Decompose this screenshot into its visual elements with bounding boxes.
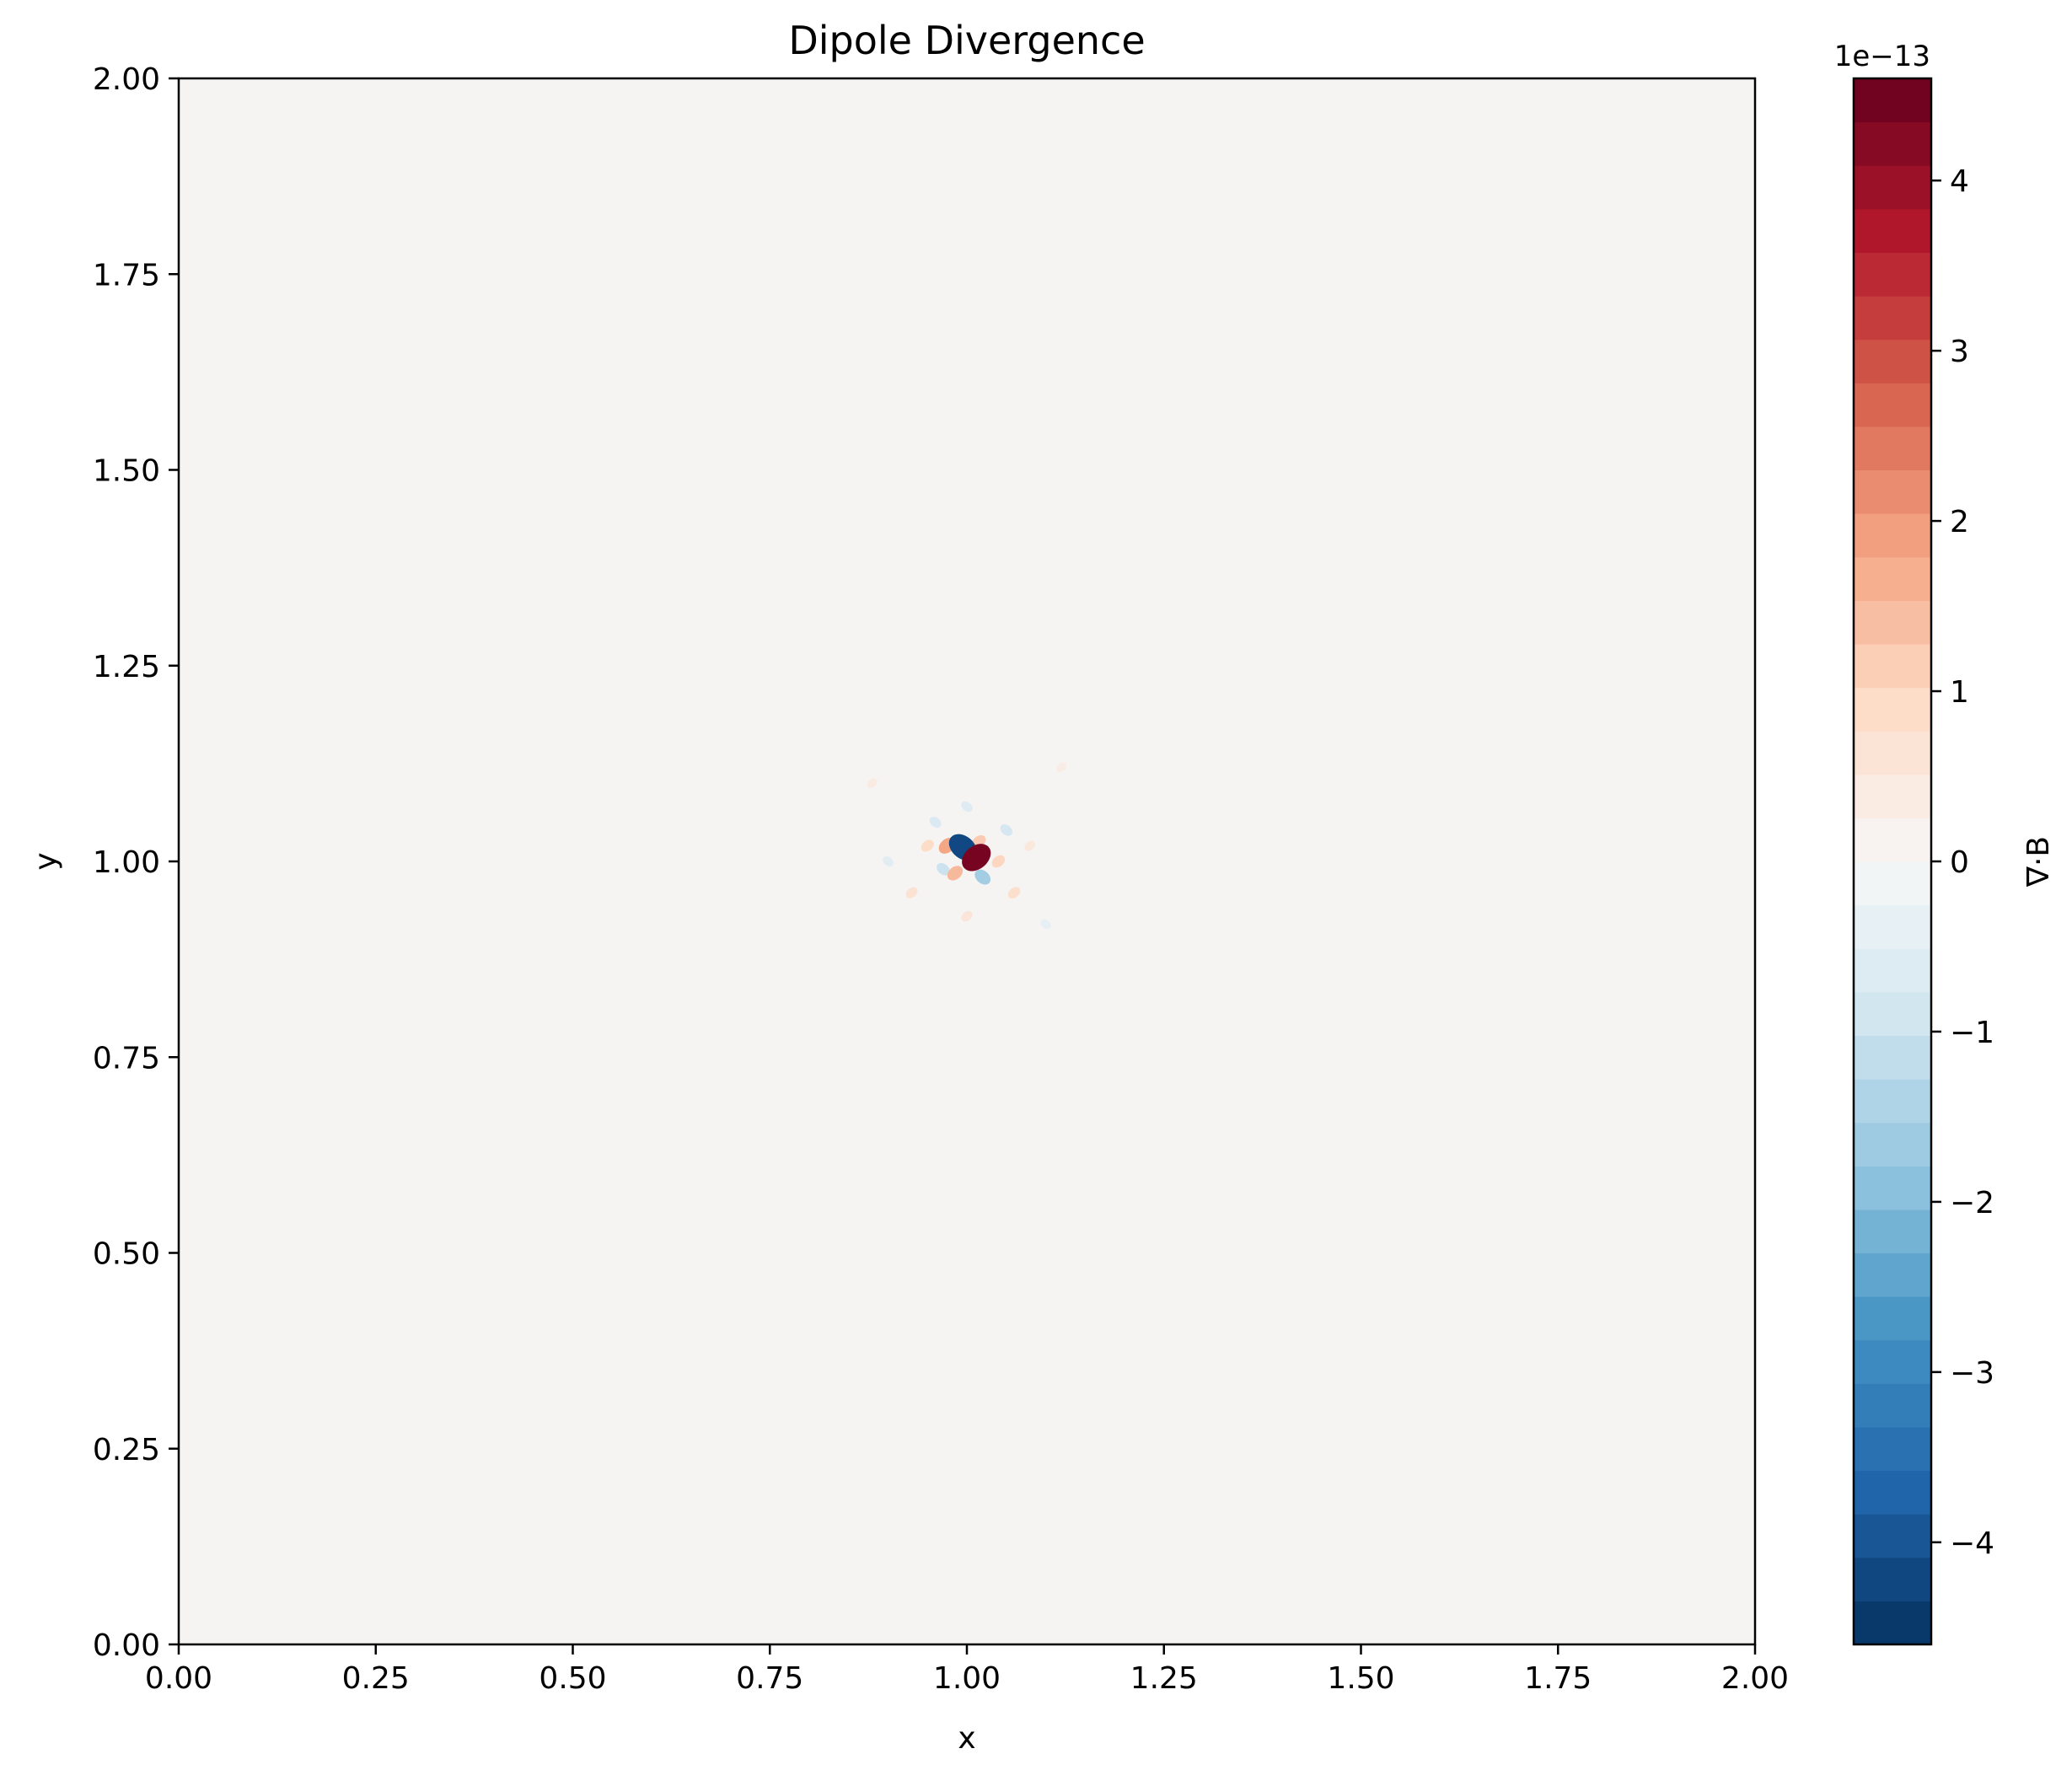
colorbar-tick-label: −1 [1950, 1016, 1994, 1050]
x-tick-label: 0.00 [145, 1661, 212, 1696]
heatmap-features [867, 762, 1067, 930]
colorbar-label: ∇·B [2021, 836, 2056, 888]
heatmap-feature [1024, 840, 1036, 851]
colorbar-level [1854, 774, 1931, 818]
colorbar-tick-label: 4 [1950, 164, 1969, 199]
colorbar-tick-label: 1 [1950, 675, 1969, 710]
heatmap-feature [962, 844, 991, 872]
heatmap-feature [961, 910, 973, 922]
heatmap-feature [947, 866, 964, 881]
heatmap-feature [929, 817, 942, 829]
colorbar-level [1854, 121, 1931, 166]
heatmap-feature [1007, 887, 1021, 898]
colorbar-level [1854, 1166, 1931, 1210]
heatmap-feature [905, 887, 918, 898]
heatmap-feature [974, 869, 991, 885]
y-tick-label: 2.00 [93, 62, 160, 97]
colorbar-levels [1854, 78, 1931, 1645]
colorbar-level [1854, 861, 1931, 906]
y-tick-label: 1.00 [93, 845, 160, 880]
colorbar-multiplier: 1e−13 [1834, 40, 1930, 73]
colorbar-level [1854, 556, 1931, 601]
heatmap-feature [961, 801, 973, 813]
heatmap-feature [991, 855, 1006, 868]
colorbar-level [1854, 339, 1931, 384]
colorbar-level [1854, 600, 1931, 645]
x-tick-label: 1.50 [1327, 1661, 1394, 1696]
y-tick-label: 1.75 [93, 258, 160, 292]
x-tick-label: 1.25 [1130, 1661, 1198, 1696]
y-axis-ticks: 0.00 0.25 0.50 0.75 1.00 1.25 1.50 1.75 2.00 [93, 62, 179, 1663]
colorbar-level [1854, 1339, 1931, 1384]
y-tick-label: 0.25 [93, 1433, 160, 1467]
colorbar-level [1854, 78, 1931, 123]
plot-area [177, 77, 1757, 1646]
x-tick-label: 0.50 [539, 1661, 606, 1696]
colorbar-tick-label: −2 [1950, 1186, 1994, 1220]
colorbar-tick-label: 2 [1950, 505, 1969, 539]
x-tick-label: 1.00 [933, 1661, 1001, 1696]
y-tick-label: 1.50 [93, 454, 160, 489]
heatmap-feature [1040, 919, 1051, 930]
colorbar-level [1854, 1383, 1931, 1428]
colorbar-level [1854, 383, 1931, 427]
y-tick-label: 0.75 [93, 1041, 160, 1075]
colorbar-level [1854, 1209, 1931, 1254]
colorbar-level [1854, 1252, 1931, 1297]
colorbar-level [1854, 1557, 1931, 1601]
colorbar-level [1854, 252, 1931, 297]
colorbar-level [1854, 296, 1931, 341]
x-tick-label: 0.25 [342, 1661, 410, 1696]
y-tick-label: 0.50 [93, 1237, 160, 1272]
colorbar-level [1854, 948, 1931, 993]
colorbar-ticks: −4 −3 −2 −1 0 1 2 3 4 [1931, 164, 1994, 1561]
colorbar-level [1854, 1079, 1931, 1124]
colorbar-level [1854, 426, 1931, 471]
heatmap-feature [883, 856, 894, 867]
colorbar-level [1854, 469, 1931, 514]
colorbar-level [1854, 1426, 1931, 1472]
y-tick-label: 1.25 [93, 650, 160, 684]
colorbar-level [1854, 1035, 1931, 1080]
heatmap-feature [867, 778, 878, 788]
colorbar-level [1854, 687, 1931, 732]
colorbar-tick-label: −3 [1950, 1356, 1994, 1391]
x-tick-label: 0.75 [736, 1661, 803, 1696]
colorbar-level [1854, 1601, 1931, 1645]
colorbar-tick-label: 3 [1950, 335, 1969, 369]
colorbar-level [1854, 165, 1931, 210]
heatmap-feature [921, 839, 934, 852]
colorbar-level [1854, 1296, 1931, 1341]
x-tick-label: 2.00 [1721, 1661, 1789, 1696]
x-axis-ticks: 0.00 0.25 0.50 0.75 1.00 1.25 1.50 1.75 2.00 [145, 1644, 1789, 1696]
colorbar-level [1854, 208, 1931, 254]
colorbar-tick-label: 0 [1950, 845, 1969, 880]
colorbar-level [1854, 513, 1931, 558]
heatmap-feature [1000, 824, 1012, 836]
y-tick-label: 0.00 [93, 1628, 160, 1663]
colorbar-tick-label: −4 [1950, 1526, 1994, 1561]
colorbar: −4 −3 −2 −1 0 1 2 3 4 1e−13 ∇·B [1834, 40, 2056, 1646]
heatmap-feature [937, 862, 950, 876]
x-tick-label: 1.75 [1524, 1661, 1592, 1696]
colorbar-level [1854, 643, 1931, 689]
colorbar-level [1854, 1122, 1931, 1167]
x-axis-label: x [958, 1721, 975, 1756]
colorbar-level [1854, 991, 1931, 1037]
colorbar-level [1854, 818, 1931, 862]
colorbar-level [1854, 1514, 1931, 1558]
colorbar-level [1854, 731, 1931, 775]
y-axis-label: y [29, 852, 63, 870]
heatmap-feature [1056, 762, 1067, 773]
colorbar-level [1854, 904, 1931, 949]
colorbar-level [1854, 1470, 1931, 1515]
chart-title: Dipole Divergence [788, 18, 1145, 63]
